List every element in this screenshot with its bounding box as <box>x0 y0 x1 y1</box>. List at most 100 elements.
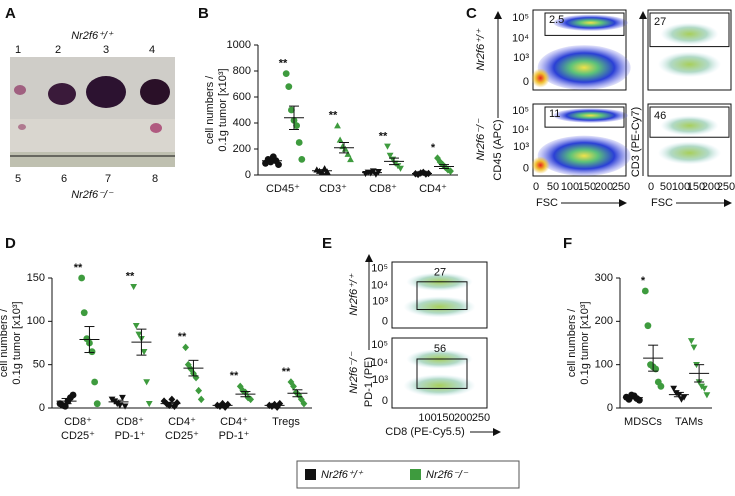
x-tick-label: CD4⁺ <box>419 183 447 195</box>
data-point <box>61 402 69 410</box>
data-point <box>247 395 255 404</box>
panel-letter: D <box>5 235 16 252</box>
data-point <box>300 399 308 408</box>
data-point <box>375 169 382 176</box>
x-axis-label: CD8 (PE-Cy5.5) <box>385 426 464 438</box>
legend-label: Nr2f6⁺/⁺ <box>321 469 364 481</box>
y-tick-label: 10⁴ <box>512 33 529 45</box>
tumor-number: 3 <box>103 44 109 56</box>
flow-density <box>660 115 719 136</box>
flow-density <box>531 68 550 88</box>
data-point <box>295 139 303 146</box>
y-tick-label: 10³ <box>372 296 388 308</box>
data-point <box>687 338 695 345</box>
y-tick-label: 400 <box>233 117 251 129</box>
data-point <box>132 322 140 330</box>
x-tick-label: CD25⁺ <box>61 430 95 442</box>
x-tick-label: Tregs <box>272 416 300 428</box>
data-point <box>293 122 300 129</box>
x-tick-label: PD-1⁺ <box>115 430 146 442</box>
data-point <box>160 397 168 405</box>
y-tick-label: 300 <box>595 272 613 284</box>
x-tick-label: CD3⁺ <box>319 183 347 195</box>
flow-density <box>660 22 719 46</box>
x-tick-label: CD4⁺ <box>168 416 196 428</box>
data-point <box>78 274 86 282</box>
data-point <box>173 399 181 407</box>
genotype-label: Nr2f6⁺/⁺ <box>71 30 114 42</box>
data-point <box>88 348 96 356</box>
y-axis-label: cell numbers / <box>0 308 10 377</box>
genotype-label: Nr2f6⁻/⁻ <box>348 351 360 394</box>
flow-density <box>537 45 631 90</box>
x-tick-label: 250 <box>717 181 735 193</box>
genotype-label: Nr2f6⁺/⁺ <box>475 28 487 71</box>
genotype-label: Nr2f6⁺/⁺ <box>348 273 360 316</box>
genotype-label: Nr2f6⁻/⁻ <box>71 189 114 201</box>
x-tick-label: 250 <box>472 412 490 424</box>
y-tick-label: 0 <box>607 402 613 414</box>
y-tick-label: 10⁴ <box>371 280 388 292</box>
data-point <box>282 70 290 77</box>
x-tick-label: PD-1⁺ <box>219 430 250 442</box>
data-point <box>670 385 678 392</box>
significance: * <box>431 142 436 154</box>
x-tick-label: CD4⁺ <box>220 416 248 428</box>
x-tick-label: CD25⁺ <box>165 430 199 442</box>
tumor-number: 2 <box>55 44 61 56</box>
data-point <box>121 403 129 410</box>
data-point <box>657 382 665 390</box>
gate-percent: 11 <box>549 108 560 120</box>
panel-letter: F <box>563 235 572 252</box>
y-tick-label: 10⁴ <box>371 357 388 369</box>
gate-percent: 27 <box>654 16 666 28</box>
significance: ** <box>279 58 288 70</box>
y-tick-label: 10³ <box>513 141 529 153</box>
flow-density <box>537 135 631 176</box>
data-point <box>285 83 293 90</box>
tumor-number: 4 <box>149 44 155 56</box>
data-point <box>140 348 148 356</box>
data-point <box>168 395 176 404</box>
x-tick-label: 200 <box>702 181 720 193</box>
x-tick-label: 100 <box>561 181 579 193</box>
significance: ** <box>126 271 135 283</box>
tumor-number: 1 <box>15 44 21 56</box>
gate <box>649 12 730 48</box>
x-tick-label: 50 <box>660 181 672 193</box>
y-axis-label: CD45 (APC) <box>492 119 504 180</box>
tumor-number: 5 <box>15 173 21 185</box>
data-point <box>690 344 698 351</box>
significance: * <box>641 275 646 287</box>
x-tick-label: 0 <box>533 181 539 193</box>
data-point <box>224 400 232 409</box>
data-point <box>287 378 295 386</box>
data-point <box>91 378 99 386</box>
y-tick-label: 800 <box>233 65 251 77</box>
data-point <box>275 161 282 169</box>
x-tick-label: 150 <box>687 181 705 193</box>
significance: ** <box>329 110 338 122</box>
x-tick-label: 250 <box>612 181 630 193</box>
legend-swatch <box>410 469 421 480</box>
data-point <box>347 156 354 163</box>
x-axis-label: FSC <box>536 197 558 209</box>
x-tick-label: CD8⁺ <box>369 183 397 195</box>
data-point <box>130 283 138 291</box>
y-axis-label: CD3 (PE-Cy7) <box>630 107 642 177</box>
significance: ** <box>282 366 291 378</box>
data-point <box>336 136 344 143</box>
x-tick-label: 50 <box>547 181 559 193</box>
data-point <box>703 392 711 399</box>
panel-letter: E <box>322 235 332 252</box>
data-point <box>116 402 124 409</box>
data-point <box>434 154 441 162</box>
gate <box>544 12 625 36</box>
data-point <box>680 394 688 401</box>
x-tick-label: 150 <box>436 412 454 424</box>
data-point <box>384 143 391 150</box>
gate-percent: 46 <box>654 110 666 122</box>
data-point <box>290 382 297 391</box>
y-axis-label: 0.1g tumor [x10³] <box>217 68 229 151</box>
data-point <box>288 106 295 114</box>
